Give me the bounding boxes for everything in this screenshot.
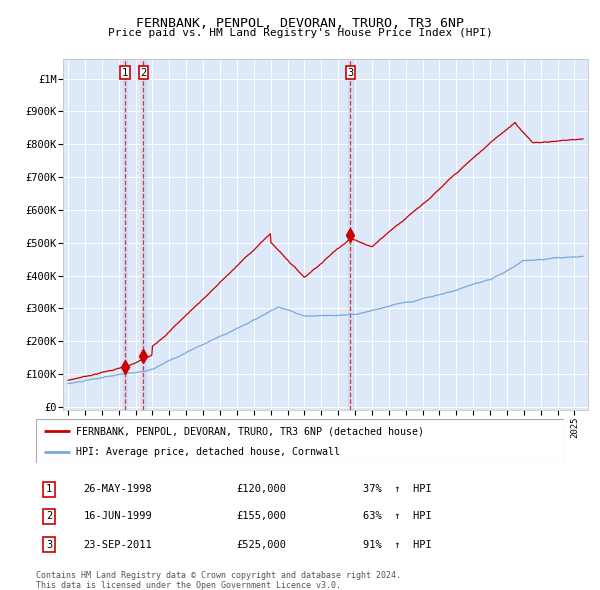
Text: FERNBANK, PENPOL, DEVORAN, TRURO, TR3 6NP (detached house): FERNBANK, PENPOL, DEVORAN, TRURO, TR3 6N… xyxy=(76,427,424,436)
Text: £155,000: £155,000 xyxy=(236,512,287,522)
Bar xyxy=(141,59,146,410)
Text: FERNBANK, PENPOL, DEVORAN, TRURO, TR3 6NP: FERNBANK, PENPOL, DEVORAN, TRURO, TR3 6N… xyxy=(136,17,464,30)
Bar xyxy=(348,59,353,410)
Text: 3: 3 xyxy=(347,68,353,78)
Text: Price paid vs. HM Land Registry's House Price Index (HPI): Price paid vs. HM Land Registry's House … xyxy=(107,28,493,38)
Text: HPI: Average price, detached house, Cornwall: HPI: Average price, detached house, Corn… xyxy=(76,447,340,457)
Text: 1: 1 xyxy=(122,68,128,78)
Text: 23-SEP-2011: 23-SEP-2011 xyxy=(83,540,152,550)
Text: 2: 2 xyxy=(140,68,146,78)
Text: Contains HM Land Registry data © Crown copyright and database right 2024.: Contains HM Land Registry data © Crown c… xyxy=(36,571,401,579)
Text: 63%  ↑  HPI: 63% ↑ HPI xyxy=(364,512,432,522)
Text: This data is licensed under the Open Government Licence v3.0.: This data is licensed under the Open Gov… xyxy=(36,581,341,589)
Text: 16-JUN-1999: 16-JUN-1999 xyxy=(83,512,152,522)
Text: 2: 2 xyxy=(46,512,52,522)
Text: £120,000: £120,000 xyxy=(236,484,287,494)
Text: £525,000: £525,000 xyxy=(236,540,287,550)
FancyBboxPatch shape xyxy=(36,419,564,463)
Bar xyxy=(123,59,127,410)
Text: 1: 1 xyxy=(46,484,52,494)
Text: 37%  ↑  HPI: 37% ↑ HPI xyxy=(364,484,432,494)
Text: 3: 3 xyxy=(46,540,52,550)
Text: 91%  ↑  HPI: 91% ↑ HPI xyxy=(364,540,432,550)
Text: 26-MAY-1998: 26-MAY-1998 xyxy=(83,484,152,494)
